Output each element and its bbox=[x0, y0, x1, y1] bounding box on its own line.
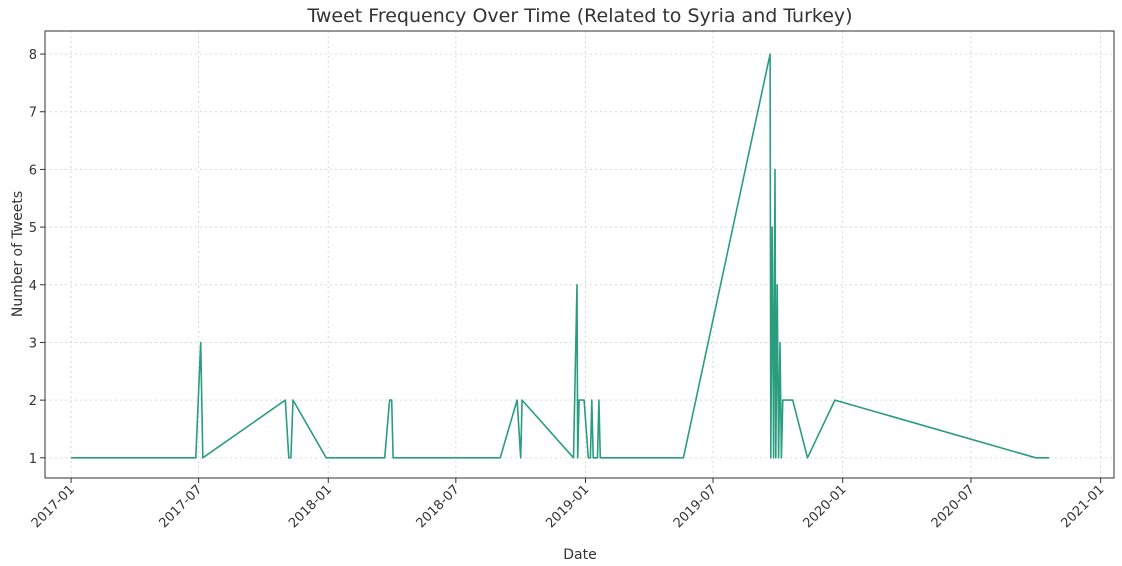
y-tick-label: 1 bbox=[29, 452, 37, 467]
series-line-0 bbox=[71, 53, 1050, 459]
x-tick-label: 2017-07 bbox=[156, 482, 205, 531]
y-tick-label: 8 bbox=[29, 48, 37, 63]
y-tick-label: 4 bbox=[29, 279, 37, 294]
y-tick-label: 3 bbox=[29, 336, 37, 351]
x-tick-label: 2020-07 bbox=[929, 482, 978, 531]
plot-frame bbox=[44, 30, 1115, 479]
y-axis: 1 2 3 4 5 6 7 8 bbox=[29, 48, 45, 467]
x-tick-label: 2018-01 bbox=[286, 482, 335, 531]
x-tick-label: 2019-01 bbox=[543, 482, 592, 531]
x-tick-label: 2018-07 bbox=[414, 482, 463, 531]
y-tick-label: 2 bbox=[29, 394, 37, 409]
x-tick-label: 2017-01 bbox=[29, 482, 78, 531]
y-axis-title: Number of Tweets bbox=[10, 191, 26, 317]
x-tick-label: 2020-01 bbox=[801, 482, 850, 531]
series-layer bbox=[71, 53, 1050, 459]
grid bbox=[45, 31, 1114, 478]
x-tick-label: 2021-01 bbox=[1058, 482, 1107, 531]
y-tick-label: 6 bbox=[29, 163, 37, 178]
y-tick-label: 5 bbox=[29, 221, 37, 236]
chart-title: Tweet Frequency Over Time (Related to Sy… bbox=[306, 5, 852, 27]
x-tick-label: 2019-07 bbox=[671, 482, 720, 531]
y-tick-label: 7 bbox=[29, 106, 37, 121]
x-axis-title: Date bbox=[563, 547, 596, 563]
x-axis: 2017-01 2017-07 2018-01 2018-07 2019-01 2019-… bbox=[29, 478, 1107, 531]
